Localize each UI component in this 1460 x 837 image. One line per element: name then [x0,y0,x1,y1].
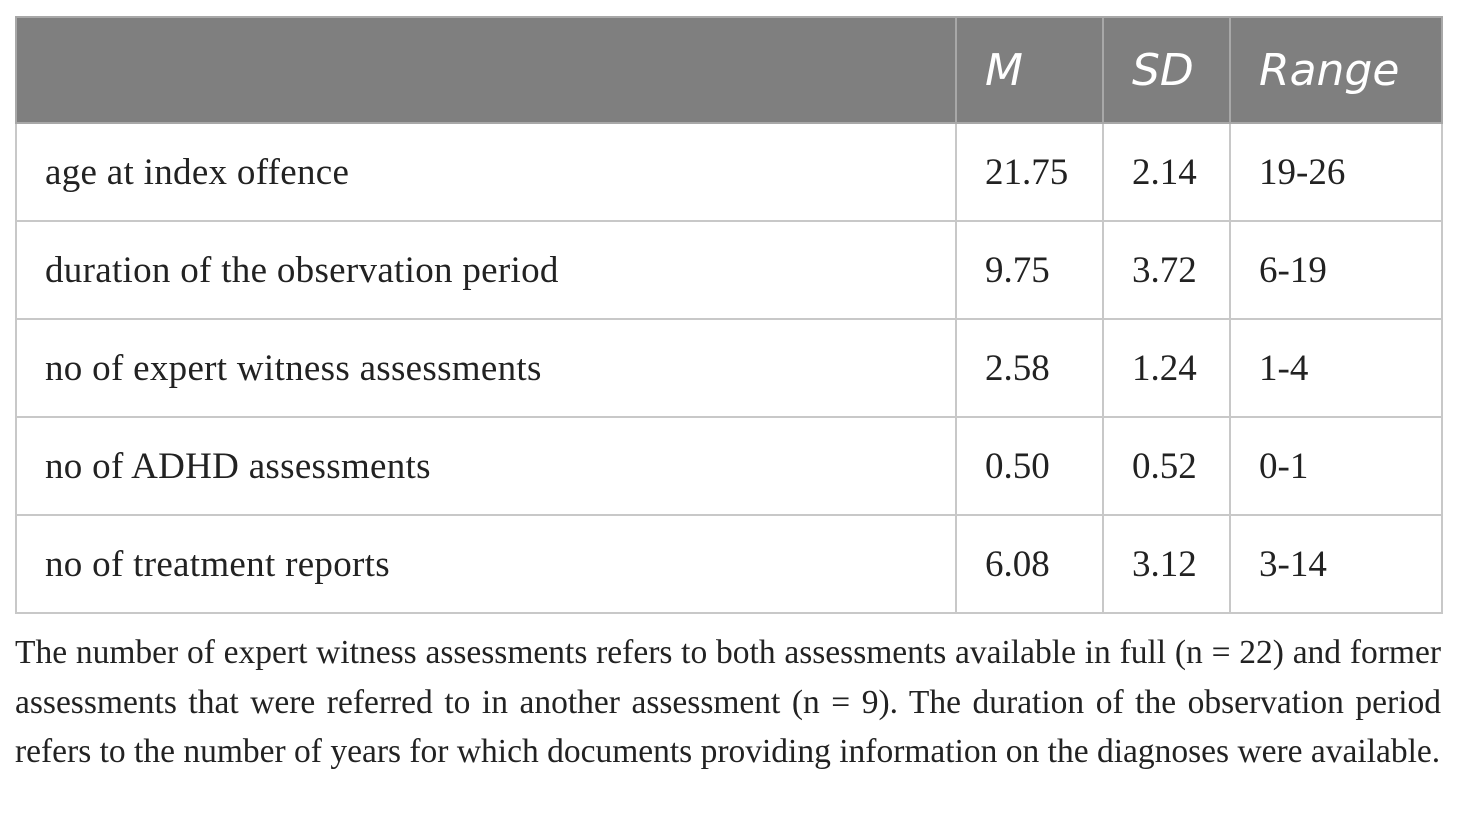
table-row: duration of the observation period 9.75 … [15,220,1443,320]
table-row: no of treatment reports 6.08 3.12 3-14 [15,514,1443,614]
row-label: no of ADHD assessments [15,416,957,516]
table-footnote: The number of expert witness assessments… [15,634,1441,770]
cell-mean: 6.08 [955,514,1104,614]
row-label: no of treatment reports [15,514,957,614]
descriptive-statistics-table-container: M SD Range age at index offence 21.75 2.… [15,16,1443,614]
cell-mean: 21.75 [955,122,1104,222]
header-row: M SD Range [15,16,1443,124]
cell-mean: 2.58 [955,318,1104,418]
header-label-column [15,16,957,124]
header-range: Range [1229,16,1443,124]
cell-sd: 1.24 [1102,318,1231,418]
table-body: age at index offence 21.75 2.14 19-26 du… [15,122,1443,614]
cell-range: 1-4 [1229,318,1443,418]
table-row: age at index offence 21.75 2.14 19-26 [15,122,1443,222]
table-row: no of expert witness assessments 2.58 1.… [15,318,1443,418]
table-row: no of ADHD assessments 0.50 0.52 0-1 [15,416,1443,516]
cell-sd: 3.72 [1102,220,1231,320]
cell-range: 3-14 [1229,514,1443,614]
cell-range: 0-1 [1229,416,1443,516]
table-header: M SD Range [15,16,1443,124]
header-sd: SD [1102,16,1231,124]
row-label: no of expert witness assessments [15,318,957,418]
cell-sd: 0.52 [1102,416,1231,516]
cell-mean: 0.50 [955,416,1104,516]
header-mean: M [955,16,1104,124]
cell-range: 19-26 [1229,122,1443,222]
cell-mean: 9.75 [955,220,1104,320]
row-label: age at index offence [15,122,957,222]
row-label: duration of the observation period [15,220,957,320]
cell-sd: 2.14 [1102,122,1231,222]
descriptive-statistics-table: M SD Range age at index offence 21.75 2.… [15,16,1443,614]
cell-range: 6-19 [1229,220,1443,320]
cell-sd: 3.12 [1102,514,1231,614]
